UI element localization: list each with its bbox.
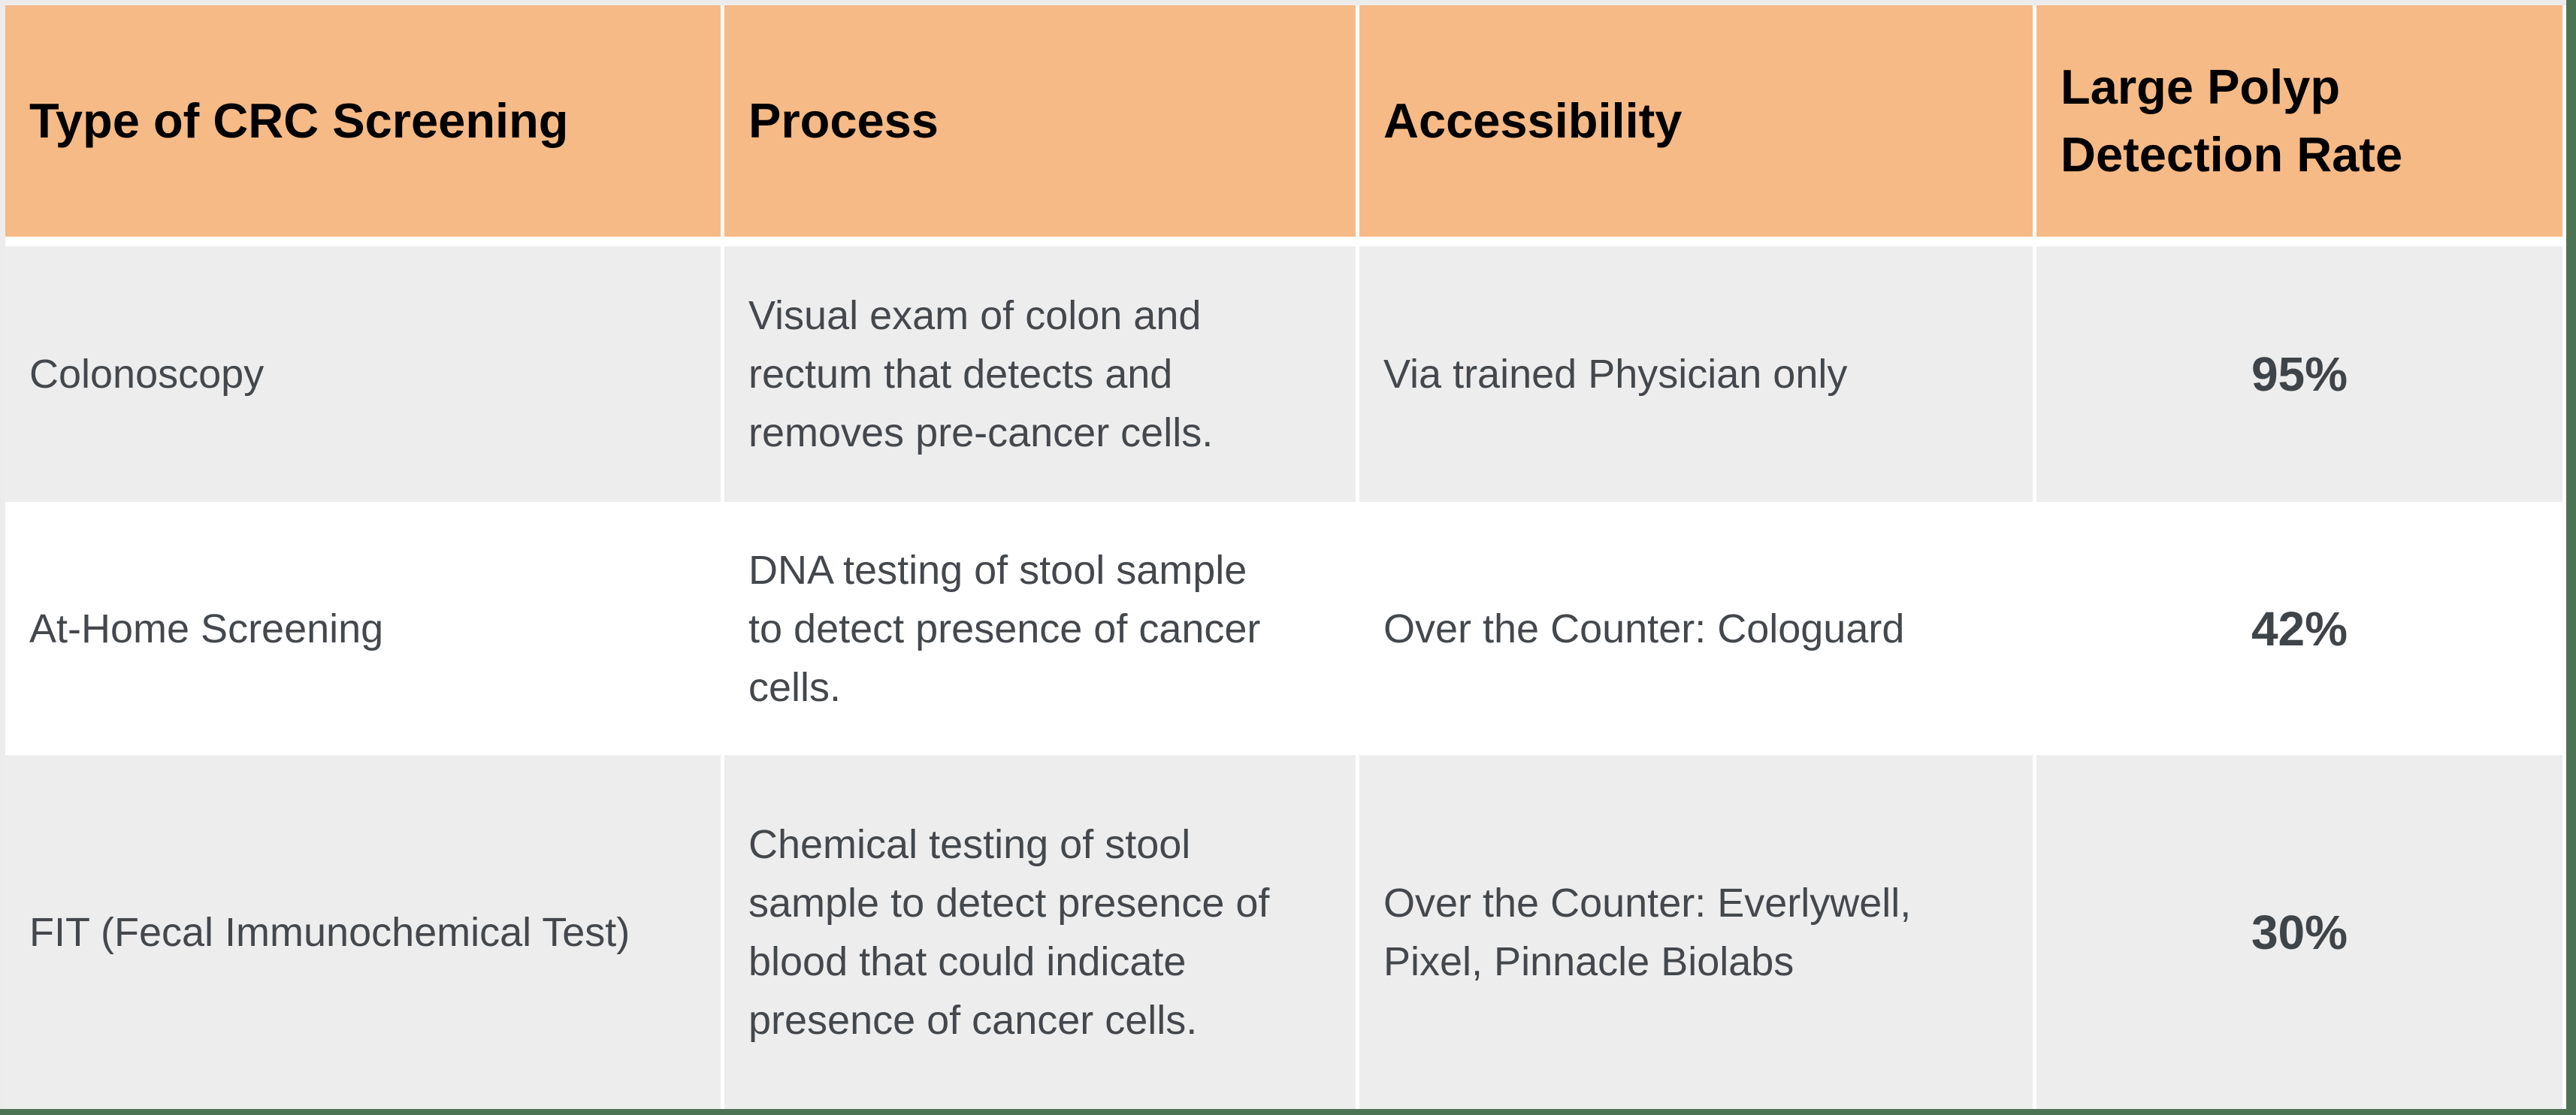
header-cell-process: Process <box>724 5 1356 237</box>
cell-at-home-accessibility: Over the Counter: Cologuard <box>1359 506 2033 751</box>
cell-text: DNA testing of stool sample to detect pr… <box>748 547 1261 710</box>
cell-text: Over the Counter: Everlywell, Pixel, Pin… <box>1383 880 1912 984</box>
table-header-row: Type of CRC Screening Process Accessibil… <box>5 5 2566 237</box>
cell-text: Colonoscopy <box>29 352 265 397</box>
cell-text: Chemical testing of stool sample to dete… <box>748 821 1270 1043</box>
cell-fit-process: Chemical testing of stool sample to dete… <box>724 755 1356 1109</box>
cell-text: Over the Counter: Cologuard <box>1383 606 1905 651</box>
cell-fit-type: FIT (Fecal Immunochemical Test) <box>5 755 721 1109</box>
detection-rate-value: 30% <box>2251 905 2348 959</box>
table-row-fit: FIT (Fecal Immunochemical Test) Chemical… <box>5 755 2566 1109</box>
cell-text: FIT (Fecal Immunochemical Test) <box>29 909 630 955</box>
cell-at-home-process: DNA testing of stool sample to detect pr… <box>724 506 1356 751</box>
cell-fit-detection-rate: 30% <box>2036 755 2562 1109</box>
cell-at-home-detection-rate: 42% <box>2036 506 2562 751</box>
crc-screening-table: Type of CRC Screening Process Accessibil… <box>5 5 2566 1109</box>
detection-rate-value: 42% <box>2251 601 2348 656</box>
detection-rate-value: 95% <box>2251 347 2348 401</box>
header-label-detection-rate: Large Polyp Detection Rate <box>2060 59 2403 182</box>
header-cell-detection-rate: Large Polyp Detection Rate <box>2036 5 2562 237</box>
cell-text: Visual exam of colon and rectum that det… <box>748 293 1214 455</box>
header-label-type: Type of CRC Screening <box>29 93 569 148</box>
cell-at-home-type: At-Home Screening <box>5 506 721 751</box>
header-cell-type: Type of CRC Screening <box>5 5 721 237</box>
header-label-process: Process <box>748 93 939 148</box>
cell-colonoscopy-detection-rate: 95% <box>2036 246 2562 502</box>
cell-colonoscopy-process: Visual exam of colon and rectum that det… <box>724 246 1356 502</box>
cell-text: At-Home Screening <box>29 606 384 651</box>
table-row-at-home-screening: At-Home Screening DNA testing of stool s… <box>5 506 2566 751</box>
cell-fit-accessibility: Over the Counter: Everlywell, Pixel, Pin… <box>1359 755 2033 1109</box>
cell-text: Via trained Physician only <box>1383 352 1848 397</box>
cell-colonoscopy-type: Colonoscopy <box>5 246 721 502</box>
header-cell-accessibility: Accessibility <box>1359 5 2033 237</box>
cell-colonoscopy-accessibility: Via trained Physician only <box>1359 246 2033 502</box>
header-label-accessibility: Accessibility <box>1383 93 1683 148</box>
table-row-colonoscopy: Colonoscopy Visual exam of colon and rec… <box>5 246 2566 502</box>
